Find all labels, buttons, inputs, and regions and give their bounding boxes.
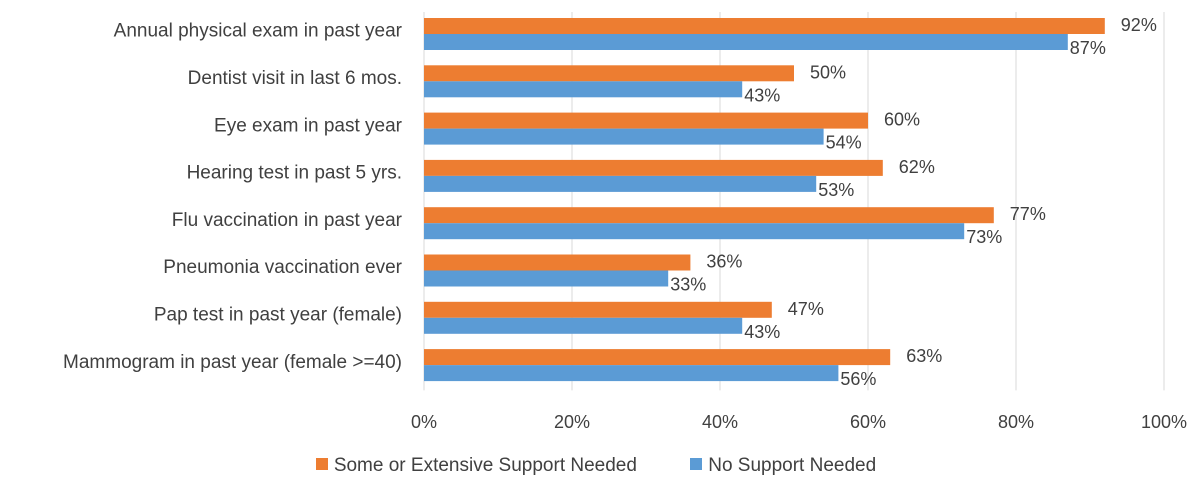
bar-support-needed xyxy=(424,301,772,318)
bar-support-needed xyxy=(424,18,1105,34)
data-label-support-needed: 92% xyxy=(1121,15,1157,35)
category-label: Hearing test in past 5 yrs. xyxy=(187,163,402,184)
x-tick-label: 20% xyxy=(554,412,590,432)
bar-no-support xyxy=(424,128,824,145)
legend: Some or Extensive Support Needed No Supp… xyxy=(0,455,1192,477)
data-label-no-support: 43% xyxy=(744,85,780,105)
data-label-support-needed: 63% xyxy=(906,346,942,366)
bar-no-support xyxy=(424,223,965,240)
x-axis-tick-labels: 0% 20% 40% 60% 80% 100% xyxy=(411,412,1187,432)
data-labels: 92% 87% 50% 43% 60% 54% 62% 53% 77% 73% 36%33% 47% 4… xyxy=(670,15,1157,389)
category-label: Pap test in past year (female) xyxy=(154,304,402,325)
legend-item-no-support: No Support Needed xyxy=(690,455,876,477)
bar-support-needed xyxy=(424,349,891,366)
bar-no-support xyxy=(424,270,669,287)
data-label-no-support: 43% xyxy=(744,322,780,342)
data-label-support-needed: 50% xyxy=(810,62,846,82)
data-label-no-support: 87% xyxy=(1070,38,1106,58)
bar-no-support xyxy=(424,365,839,382)
bar-support-needed xyxy=(424,207,994,224)
category-label: Dentist visit in last 6 mos. xyxy=(188,68,402,89)
legend-swatch-orange xyxy=(315,458,328,470)
bar-no-support xyxy=(424,81,743,98)
bar-chart: Annual physical exam in past year Dentist… xyxy=(63,12,1187,432)
legend-label: Some or Extensive Support Needed xyxy=(333,455,637,476)
x-tick-label: 40% xyxy=(702,412,738,432)
legend-label: No Support Needed xyxy=(708,455,877,476)
category-label: Mammogram in past year (female >=40) xyxy=(63,352,402,373)
x-tick-label: 100% xyxy=(1141,412,1187,432)
data-label-no-support: 54% xyxy=(826,133,862,153)
legend-swatch-blue xyxy=(690,458,703,470)
x-tick-label: 0% xyxy=(411,412,437,432)
bar-no-support xyxy=(424,34,1068,50)
data-label-support-needed: 47% xyxy=(788,299,824,319)
category-label: Pneumonia vaccination ever xyxy=(163,257,402,278)
data-label-no-support: 33% xyxy=(670,275,706,295)
bar-support-needed xyxy=(424,65,794,82)
data-label-support-needed: 60% xyxy=(884,110,920,130)
data-label-support-needed: 36% xyxy=(706,252,742,272)
x-tick-label: 80% xyxy=(998,412,1034,432)
x-tick-label: 60% xyxy=(850,412,886,432)
category-label: Flu vaccination in past year xyxy=(172,210,403,231)
data-label-no-support: 53% xyxy=(818,180,854,200)
bar-support-needed xyxy=(424,159,883,176)
bars xyxy=(424,18,1105,382)
data-label-no-support: 56% xyxy=(840,369,876,389)
data-label-support-needed: 77% xyxy=(1010,204,1046,224)
bar-support-needed xyxy=(424,112,868,129)
data-label-no-support: 73% xyxy=(966,227,1002,247)
bar-no-support xyxy=(424,175,817,192)
bar-no-support xyxy=(424,317,743,334)
category-label: Eye exam in past year xyxy=(214,115,403,136)
category-label: Annual physical exam in past year xyxy=(114,21,403,42)
bar-support-needed xyxy=(424,254,691,271)
category-labels: Annual physical exam in past year Dentist… xyxy=(63,21,403,373)
legend-item-support-needed: Some or Extensive Support Needed xyxy=(315,455,637,477)
data-label-support-needed: 62% xyxy=(899,157,935,177)
